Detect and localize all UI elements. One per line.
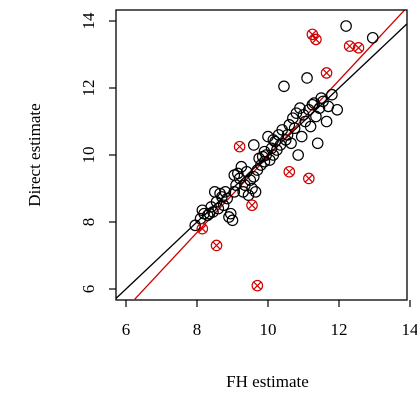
data-point bbox=[235, 160, 248, 173]
y-tick-label: 8 bbox=[79, 218, 98, 227]
data-point bbox=[331, 103, 344, 116]
data-point bbox=[228, 186, 241, 198]
x-tick-label: 12 bbox=[331, 320, 348, 339]
data-point bbox=[278, 80, 290, 93]
data-point bbox=[326, 88, 338, 101]
y-tick-label: 10 bbox=[79, 147, 98, 164]
data-point bbox=[248, 139, 260, 151]
crossed-data-point bbox=[196, 222, 209, 235]
data-point bbox=[304, 120, 317, 133]
data-point bbox=[292, 149, 304, 161]
crossed-data-point bbox=[233, 140, 246, 153]
y-tick-label: 12 bbox=[79, 80, 98, 97]
data-point bbox=[294, 102, 306, 114]
x-tick-label: 10 bbox=[260, 320, 277, 339]
data-point bbox=[249, 186, 262, 198]
data-point bbox=[301, 72, 313, 84]
data-point bbox=[242, 189, 255, 201]
crossed-data-point bbox=[246, 199, 258, 212]
data-point bbox=[221, 192, 233, 205]
y-axis-title: Direct estimate bbox=[25, 103, 44, 206]
data-point bbox=[217, 199, 230, 212]
crossed-data-point bbox=[306, 28, 319, 41]
crossed-data-point bbox=[303, 172, 315, 185]
x-tick-label: 14 bbox=[402, 320, 417, 339]
crossed-data-point bbox=[210, 239, 223, 252]
data-point bbox=[295, 130, 308, 143]
data-point bbox=[203, 207, 216, 220]
data-point bbox=[258, 145, 271, 158]
x-axis-title: FH estimate bbox=[226, 372, 309, 391]
y-tick-label: 6 bbox=[79, 285, 98, 294]
crossed-data-point bbox=[352, 41, 365, 54]
data-point bbox=[224, 207, 237, 220]
crossed-data-point bbox=[343, 40, 356, 52]
data-point bbox=[320, 115, 333, 128]
data-point bbox=[255, 159, 267, 171]
crossed-data-point bbox=[251, 279, 264, 292]
x-tick-label: 6 bbox=[122, 320, 131, 339]
y-axis: 6 8 10 12 14 bbox=[79, 12, 116, 293]
data-point bbox=[226, 214, 239, 227]
x-tick-label: 8 bbox=[193, 320, 202, 339]
data-point bbox=[311, 137, 324, 150]
data-point bbox=[216, 191, 228, 203]
x-axis: 6 8 10 12 14 bbox=[122, 300, 417, 339]
data-point bbox=[306, 98, 319, 111]
data-points bbox=[189, 20, 379, 292]
data-point bbox=[267, 134, 280, 146]
y-tick-label: 14 bbox=[79, 12, 98, 30]
data-point bbox=[340, 20, 352, 32]
data-point bbox=[281, 129, 294, 141]
crossed-data-point bbox=[310, 33, 322, 46]
data-point bbox=[366, 31, 379, 44]
data-point bbox=[248, 170, 260, 183]
data-point bbox=[228, 169, 241, 181]
data-point bbox=[246, 182, 258, 195]
data-point bbox=[244, 174, 257, 186]
crossed-data-point bbox=[320, 67, 333, 79]
data-point bbox=[288, 122, 301, 134]
crossed-data-point bbox=[283, 165, 296, 178]
